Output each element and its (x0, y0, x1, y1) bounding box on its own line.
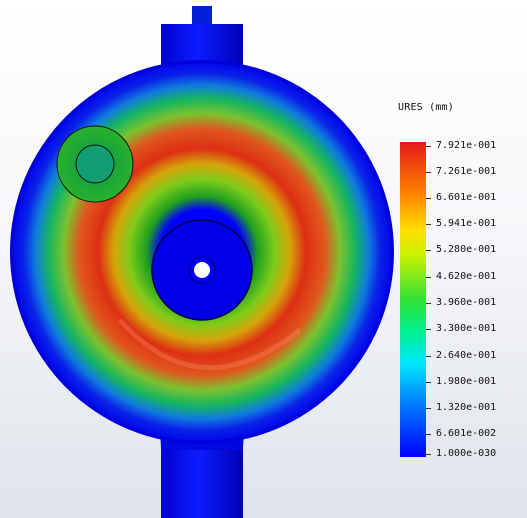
legend-label: 4.620e-001 (436, 271, 497, 282)
legend-label: 1.000e-030 (436, 448, 497, 459)
legend-tick (426, 172, 431, 173)
center-hub-edge (151, 219, 253, 321)
legend-label: 2.640e-001 (436, 350, 497, 361)
legend-tick (426, 356, 431, 357)
main-disc-rim (10, 60, 394, 444)
ring-highlight (118, 318, 302, 370)
legend-label: 6.601e-001 (436, 192, 497, 203)
legend-tick (426, 408, 431, 409)
small-ring-inner (75, 144, 115, 184)
legend-tick (426, 454, 431, 455)
legend-tick (426, 329, 431, 330)
legend-label: 5.280e-001 (436, 244, 497, 255)
legend-label: 1.320e-001 (436, 402, 497, 413)
legend-label: 3.300e-001 (436, 323, 497, 334)
top-stem (192, 6, 212, 28)
legend-tick (426, 382, 431, 383)
center-hole (194, 262, 210, 278)
legend-tick (426, 277, 431, 278)
legend-label: 6.601e-002 (436, 428, 497, 439)
legend-tick (426, 146, 431, 147)
legend-label: 7.261e-001 (436, 166, 497, 177)
legend-title: URES (mm) (398, 102, 454, 113)
legend-label: 5.941e-001 (436, 218, 497, 229)
legend-color-bar (400, 142, 426, 457)
legend-label: 1.980e-001 (436, 376, 497, 387)
legend-tick (426, 250, 431, 251)
legend-tick (426, 303, 431, 304)
legend-tick (426, 434, 431, 435)
legend-tick (426, 224, 431, 225)
legend-label: 7.921e-001 (436, 140, 497, 151)
legend-tick (426, 198, 431, 199)
legend-label: 3.960e-001 (436, 297, 497, 308)
